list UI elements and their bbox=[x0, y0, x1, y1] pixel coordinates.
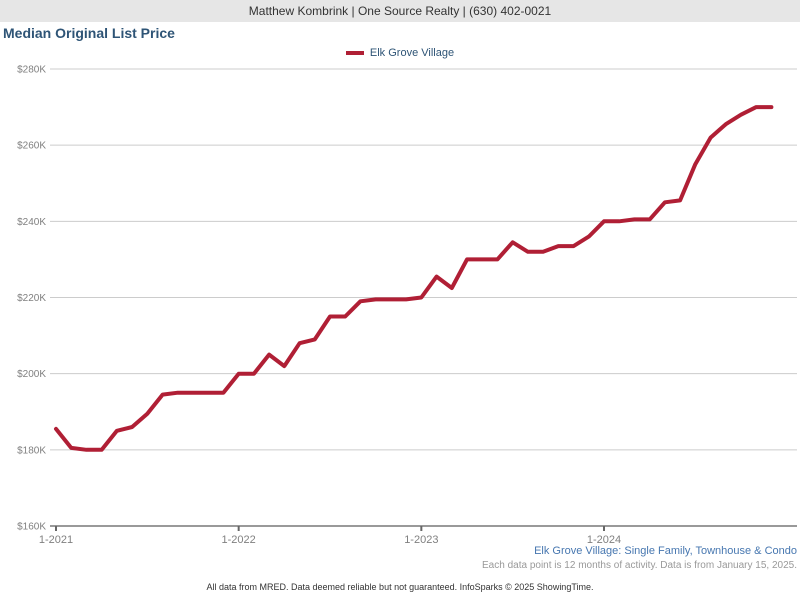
disclaimer-footnote: All data from MRED. Data deemed reliable… bbox=[206, 582, 594, 592]
x-tick-label: 1-2021 bbox=[39, 534, 73, 546]
x-tick-label: 1-2023 bbox=[404, 534, 438, 546]
y-tick-label: $220K bbox=[17, 293, 46, 304]
y-tick-label: $240K bbox=[17, 217, 46, 228]
agent-info-text: Matthew Kombrink | One Source Realty | (… bbox=[248, 4, 552, 18]
price-trend-line bbox=[54, 105, 774, 452]
x-tick-label: 1-2022 bbox=[222, 534, 256, 546]
data-note-footnote: Each data point is 12 months of activity… bbox=[482, 560, 797, 571]
x-tick-label: 1-2024 bbox=[587, 534, 621, 546]
y-tick-label: $160K bbox=[17, 522, 46, 533]
legend-series-label: Elk Grove Village bbox=[369, 47, 455, 59]
agent-info-bar: Matthew Kombrink | One Source Realty | (… bbox=[0, 0, 800, 22]
legend-line-swatch bbox=[345, 51, 364, 55]
y-tick-label: $200K bbox=[17, 369, 46, 380]
y-tick-label: $180K bbox=[17, 445, 46, 456]
chart-legend: Elk Grove Village bbox=[0, 47, 800, 59]
y-tick-label: $280K bbox=[17, 65, 46, 76]
y-tick-label: $260K bbox=[17, 141, 46, 152]
page-title: Median Original List Price bbox=[3, 25, 175, 41]
segment-footnote: Elk Grove Village: Single Family, Townho… bbox=[534, 545, 797, 557]
